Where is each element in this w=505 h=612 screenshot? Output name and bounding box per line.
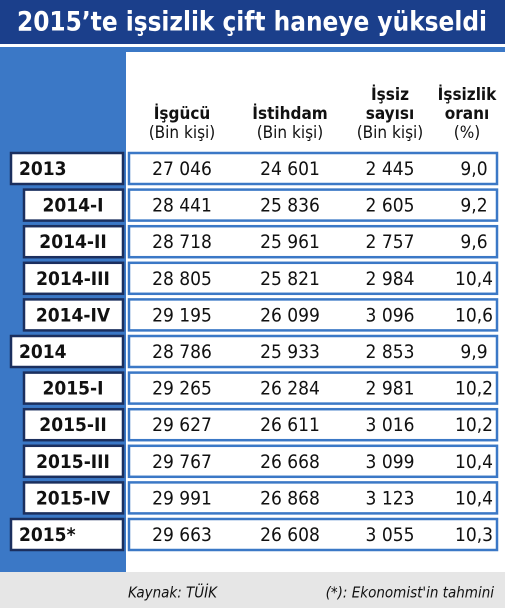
row-label-box (9, 517, 125, 552)
cell: 29 627 (152, 414, 212, 436)
cell: 2 605 (366, 195, 415, 217)
row-label: 2015-II (39, 414, 106, 436)
row-data-box (127, 517, 499, 552)
row-data-box (127, 444, 499, 479)
cell: 28 718 (152, 231, 212, 253)
cell: 29 991 (152, 487, 212, 509)
cell: 28 786 (152, 341, 212, 363)
row-label: 2015* (19, 524, 76, 546)
cell: 27 046 (152, 158, 212, 180)
cell: 29 663 (152, 524, 212, 546)
row-data-box (127, 298, 499, 332)
footer-bar (0, 572, 505, 608)
cell: 24 601 (260, 158, 320, 180)
cell: 26 284 (260, 378, 320, 400)
cell: 10,4 (455, 451, 493, 473)
title-bar (0, 0, 505, 44)
row-label: 2014-II (39, 231, 106, 253)
column-header: sayısı (366, 104, 414, 124)
column-header: İstihdam (252, 102, 327, 124)
row-label-box (9, 334, 125, 369)
row-label-box (22, 261, 125, 296)
title: 2015’te işsizlik çift haneye yükseldi (17, 7, 487, 38)
cell: 3 055 (366, 524, 415, 546)
cell: 9,6 (460, 231, 487, 253)
column-header: (Bin kişi) (149, 123, 216, 143)
cell: 10,4 (455, 268, 493, 290)
cell: 2 984 (366, 268, 415, 290)
column-header: İşsiz (371, 83, 409, 105)
row-label-box (9, 151, 125, 186)
cell: 29 195 (152, 304, 212, 326)
column-header: oranı (445, 104, 490, 124)
row-label-box (22, 407, 125, 442)
cell: 10,3 (455, 524, 493, 546)
cell: 25 933 (260, 341, 320, 363)
row-data-box (127, 371, 499, 405)
row-label: 2015-IV (36, 487, 111, 509)
cell: 9,0 (460, 158, 487, 180)
cell: 10,6 (455, 304, 493, 326)
cell: 10,2 (455, 378, 493, 400)
cell: 26 611 (260, 414, 320, 436)
cell: 26 668 (260, 451, 320, 473)
cell: 3 123 (366, 487, 415, 509)
row-label: 2015-I (42, 378, 103, 400)
cell: 29 265 (152, 378, 212, 400)
cell: 2 853 (366, 341, 415, 363)
row-data-box (127, 261, 499, 296)
row-data-box (127, 481, 499, 515)
footer-source: Kaynak: TÜİK (128, 583, 218, 602)
cell: 2 757 (366, 231, 415, 253)
row-label-box (22, 224, 125, 259)
row-data-box (127, 188, 499, 222)
cell: 25 961 (260, 231, 320, 253)
row-label-box (22, 188, 125, 222)
column-header: İşsizlik (438, 83, 498, 105)
row-data-box (127, 151, 499, 186)
cell: 26 099 (260, 304, 320, 326)
cell: 26 608 (260, 524, 320, 546)
row-label: 2015-III (36, 451, 110, 473)
cell: 9,9 (460, 341, 487, 363)
column-header: İşgücü (154, 102, 211, 124)
row-label: 2014 (19, 341, 67, 363)
cell: 3 099 (366, 451, 415, 473)
title-rule (0, 47, 505, 52)
cell: 9,2 (460, 195, 487, 217)
column-header: (Bin kişi) (357, 123, 424, 143)
cell: 3 096 (366, 304, 415, 326)
cell: 28 441 (152, 195, 212, 217)
row-label: 2014-IV (36, 304, 111, 326)
row-label-box (22, 444, 125, 479)
row-label: 2014-I (42, 195, 103, 217)
row-label-box (22, 298, 125, 332)
row-label-box (22, 371, 125, 405)
row-label: 2014-III (36, 268, 110, 290)
footer-note: (*): Ekonomist'in tahmini (326, 584, 495, 602)
cell: 10,4 (455, 487, 493, 509)
row-data-box (127, 407, 499, 442)
cell: 3 016 (366, 414, 415, 436)
row-data-box (127, 224, 499, 259)
cell: 26 868 (260, 487, 320, 509)
cell: 25 836 (260, 195, 320, 217)
row-label: 2013 (19, 158, 67, 180)
cell: 2 445 (366, 158, 415, 180)
row-label-box (22, 481, 125, 515)
cell: 25 821 (260, 268, 320, 290)
cell: 2 981 (366, 378, 415, 400)
column-header: (Bin kişi) (257, 123, 324, 143)
row-data-box (127, 334, 499, 369)
cell: 29 767 (152, 451, 212, 473)
cell: 10,2 (455, 414, 493, 436)
column-header: (%) (454, 123, 480, 143)
cell: 28 805 (152, 268, 212, 290)
